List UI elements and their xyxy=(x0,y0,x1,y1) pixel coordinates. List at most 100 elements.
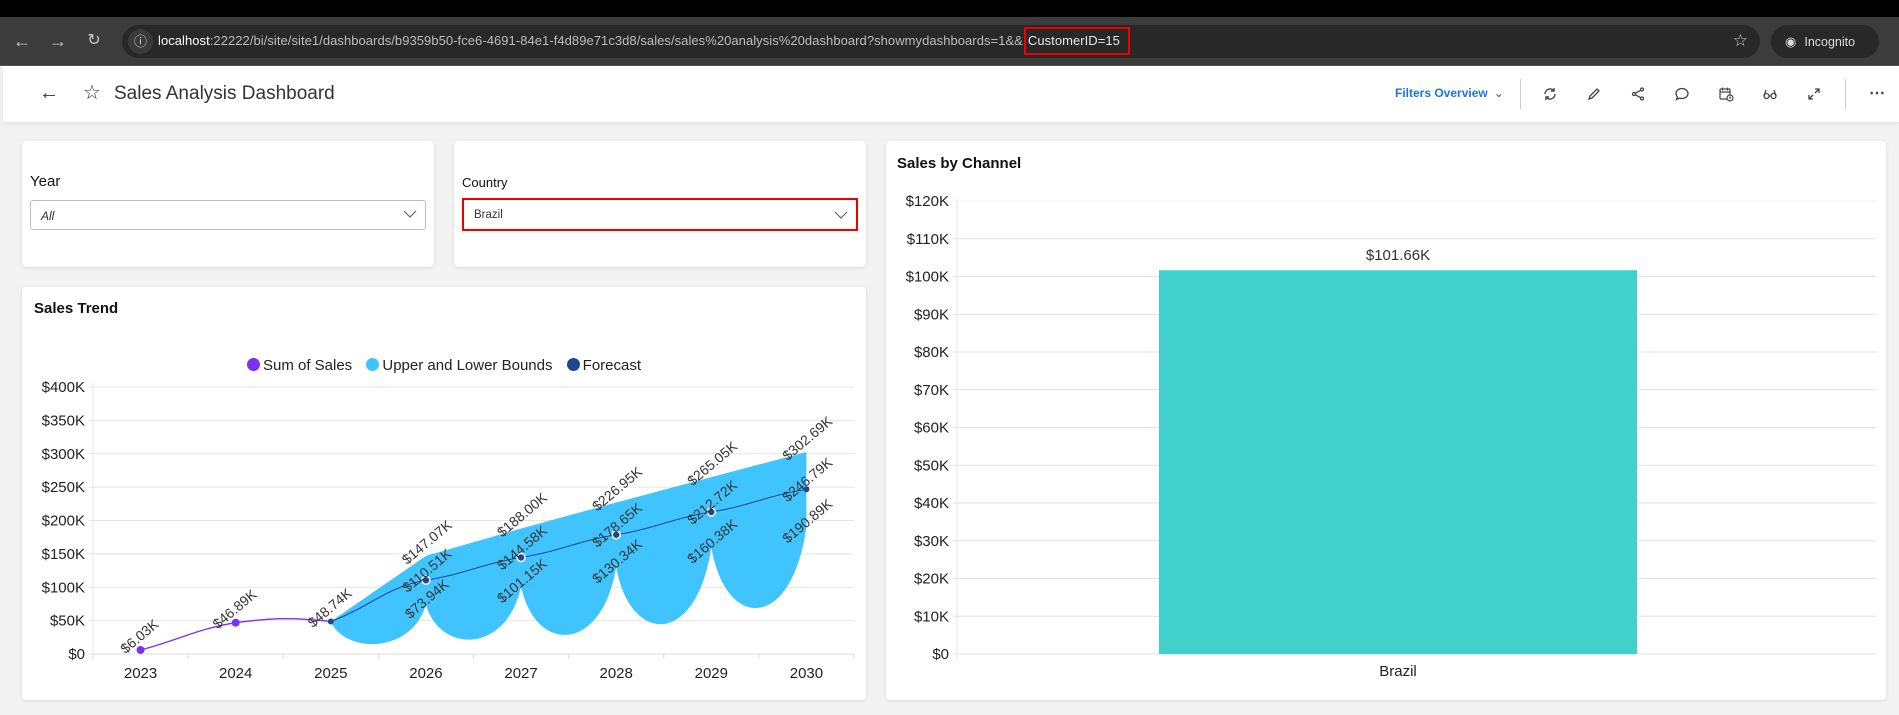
x-tick-label: 2027 xyxy=(504,665,537,682)
url-highlighted-param: CustomerID=15 xyxy=(1023,27,1130,55)
x-tick-label: 2030 xyxy=(790,665,823,682)
chevron-down-icon: ⌄ xyxy=(1493,86,1504,100)
schedule-icon[interactable] xyxy=(1714,82,1738,106)
x-tick-label: 2025 xyxy=(314,665,347,682)
country-dropdown-value: Brazil xyxy=(474,209,503,221)
browser-toolbar: ← → ↻ ⓘ localhost:22222/bi/site/site1/da… xyxy=(0,17,1899,66)
filters-overview-button[interactable]: Filters Overview ⌄ xyxy=(1395,86,1504,100)
sales-point[interactable] xyxy=(231,618,240,627)
forecast-line xyxy=(330,488,807,622)
y-tick-label: $110K xyxy=(907,231,949,248)
browser-forward-icon[interactable]: → xyxy=(49,31,67,51)
x-tick-label: Brazil xyxy=(1379,663,1417,680)
year-dropdown[interactable]: All xyxy=(30,200,426,230)
more-options-icon[interactable]: ⋯ xyxy=(1869,85,1885,102)
country-dropdown[interactable]: Brazil xyxy=(462,198,858,231)
page-title: Sales Analysis Dashboard xyxy=(114,83,335,104)
y-tick-label: $20K xyxy=(914,571,949,588)
incognito-label: Incognito xyxy=(1804,35,1856,49)
x-tick-label: 2028 xyxy=(600,665,633,682)
year-dropdown-value: All xyxy=(41,209,55,223)
country-filter-panel: Country Brazil xyxy=(454,141,866,267)
sales-trend-chart[interactable]: $0 $50K $100K $150K $200K $250K $300K $350K $400… xyxy=(22,287,866,700)
y-tick-label: $40K xyxy=(914,495,949,512)
sales-trend-panel: Sales Trend Sum of Sales Upper and Lower… xyxy=(22,287,866,700)
sales-by-channel-chart[interactable]: $0 $10K $20K $30K $40K $50K $60K $70K $80K $90K $1… xyxy=(886,141,1886,700)
y-tick-label: $200K xyxy=(42,513,85,530)
legend-item-sum-of-sales[interactable]: Sum of Sales xyxy=(246,357,353,374)
filters-overview-label: Filters Overview xyxy=(1395,86,1488,100)
y-tick-label: $0 xyxy=(932,646,949,663)
share-icon[interactable] xyxy=(1626,82,1650,106)
legend-item-forecast[interactable]: Forecast xyxy=(566,357,642,374)
legend-label: Sum of Sales xyxy=(262,357,353,374)
legend-dot-icon xyxy=(566,358,580,371)
legend-dot-icon xyxy=(366,358,380,371)
screen-top-bar xyxy=(0,0,1899,17)
y-tick-label: $400K xyxy=(42,379,85,396)
favorite-star-icon[interactable]: ☆ xyxy=(83,82,101,104)
browser-back-icon[interactable]: ← xyxy=(13,31,31,51)
y-tick-label: $30K xyxy=(914,533,949,550)
forecast-point[interactable] xyxy=(611,530,621,540)
incognito-icon: ◉ xyxy=(1785,34,1797,49)
y-tick-label: $60K xyxy=(914,420,949,437)
fullscreen-expand-icon[interactable] xyxy=(1802,82,1826,106)
legend-dot-icon xyxy=(246,358,260,371)
y-tick-label: $10K xyxy=(914,608,949,625)
chevron-down-icon xyxy=(834,211,848,219)
y-tick-label: $50K xyxy=(50,613,85,630)
incognito-badge[interactable]: ◉ Incognito xyxy=(1771,25,1879,58)
y-tick-label: $50K xyxy=(914,457,949,474)
country-filter-label: Country xyxy=(462,175,508,190)
forecast-point[interactable] xyxy=(803,486,810,493)
sales-by-channel-title: Sales by Channel xyxy=(897,155,1022,172)
bar-brazil[interactable] xyxy=(1159,270,1637,654)
sales-by-channel-panel: Sales by Channel $0 $10K $20K $30K $40K $50K $… xyxy=(886,141,1886,700)
y-tick-label: $90K xyxy=(914,306,949,323)
y-tick-label: $120K xyxy=(906,193,949,210)
edit-icon[interactable] xyxy=(1582,82,1606,106)
bounds-area xyxy=(330,451,807,645)
forecast-point[interactable] xyxy=(706,507,717,517)
forecast-point[interactable] xyxy=(516,552,526,563)
y-tick-label: $150K xyxy=(42,546,85,563)
y-tick-label: $100K xyxy=(906,269,949,286)
y-tick-label: $250K xyxy=(42,479,85,496)
address-bar[interactable]: ⓘ localhost:22222/bi/site/site1/dashboar… xyxy=(122,25,1760,58)
legend-label: Forecast xyxy=(582,357,642,374)
y-tick-label: $300K xyxy=(42,446,85,463)
comment-icon[interactable] xyxy=(1670,82,1694,106)
sales-trend-title: Sales Trend xyxy=(34,300,119,317)
x-tick-label: 2029 xyxy=(695,665,728,682)
y-tick-label: $350K xyxy=(42,412,85,429)
y-tick-label: $100K xyxy=(42,579,85,596)
y-tick-label: $0 xyxy=(68,646,85,663)
sales-point[interactable] xyxy=(136,645,145,654)
x-tick-label: 2023 xyxy=(124,665,157,682)
back-arrow-icon[interactable]: ← xyxy=(39,82,59,104)
url-host: localhost xyxy=(158,33,210,48)
url-path: :22222/bi/site/site1/dashboards/b9359b50… xyxy=(209,33,1023,48)
x-tick-label: 2026 xyxy=(409,665,442,682)
divider xyxy=(1845,79,1846,109)
y-tick-label: $70K xyxy=(914,382,949,399)
view-glasses-icon[interactable] xyxy=(1758,82,1782,106)
chevron-down-icon xyxy=(403,210,417,218)
bar-value-label: $101.66K xyxy=(1366,247,1430,264)
y-tick-label: $80K xyxy=(914,344,949,361)
refresh-icon[interactable] xyxy=(1538,82,1562,106)
sales-trend-legend: Sum of Sales Upper and Lower Bounds Fore… xyxy=(22,357,866,374)
legend-label: Upper and Lower Bounds xyxy=(382,357,553,374)
forecast-point[interactable] xyxy=(421,575,431,585)
browser-reload-icon[interactable]: ↻ xyxy=(87,32,101,49)
site-info-icon[interactable]: ⓘ xyxy=(128,29,153,54)
legend-item-bounds[interactable]: Upper and Lower Bounds xyxy=(366,357,552,374)
url-text[interactable]: localhost:22222/bi/site/site1/dashboards… xyxy=(158,27,1130,55)
year-filter-panel: Year All xyxy=(22,141,434,267)
x-tick-label: 2024 xyxy=(219,665,252,682)
bookmark-star-icon[interactable]: ☆ xyxy=(1732,31,1748,50)
divider xyxy=(1520,79,1521,109)
dashboard-header: ← ☆ Sales Analysis Dashboard Filters Ove… xyxy=(3,66,1899,122)
sales-point[interactable] xyxy=(327,618,334,625)
